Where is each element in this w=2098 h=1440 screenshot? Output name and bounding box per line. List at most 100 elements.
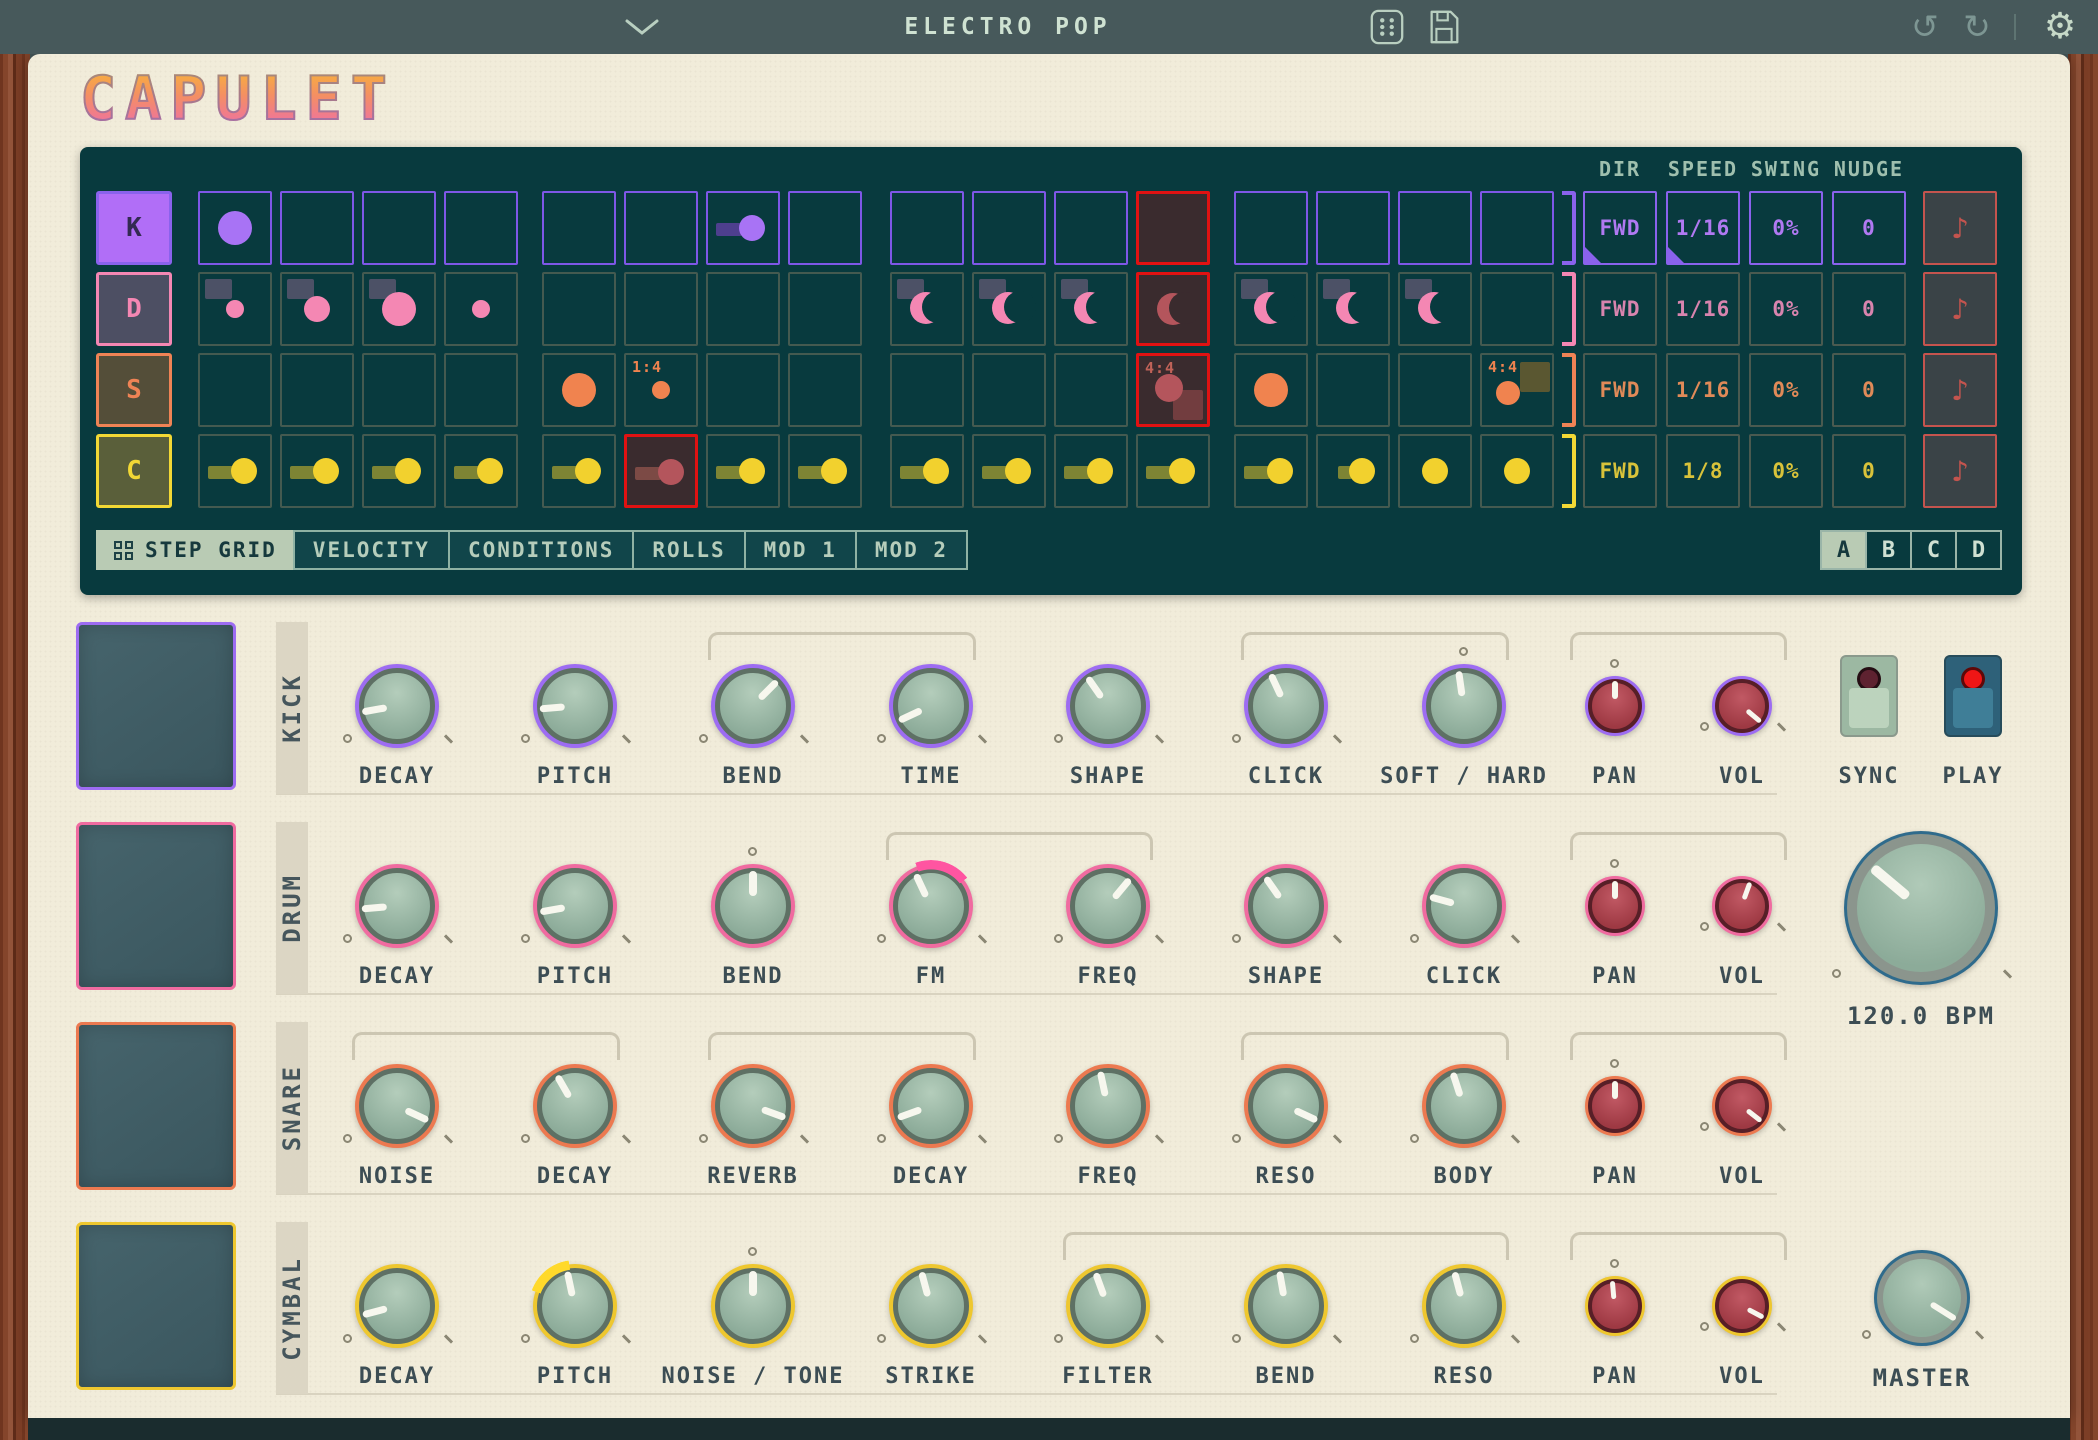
dir-button-C[interactable]: FWD: [1583, 434, 1657, 508]
pad-drum[interactable]: [76, 822, 236, 990]
knob-cymbal-6-reso[interactable]: [1422, 1264, 1506, 1348]
step-cell-K-3[interactable]: [362, 191, 436, 265]
step-cell-D-6[interactable]: [624, 272, 698, 346]
swing-button-K[interactable]: 0%: [1749, 191, 1823, 265]
step-cell-S-10[interactable]: [972, 353, 1046, 427]
step-cell-D-16[interactable]: [1480, 272, 1554, 346]
knob-snare-4-freq[interactable]: [1066, 1064, 1150, 1148]
step-cell-K-7[interactable]: [706, 191, 780, 265]
swing-button-D[interactable]: 0%: [1749, 272, 1823, 346]
settings-gear-icon[interactable]: ⚙: [2043, 6, 2077, 47]
knob-drum-6-click[interactable]: [1422, 864, 1506, 948]
pattern-button-D[interactable]: D: [1955, 530, 2002, 570]
step-cell-K-14[interactable]: [1316, 191, 1390, 265]
knob-drum-3-fm[interactable]: [885, 860, 977, 952]
swing-button-C[interactable]: 0%: [1749, 434, 1823, 508]
pattern-button-C[interactable]: C: [1910, 530, 1957, 570]
tab-velocity[interactable]: VELOCITY: [292, 530, 450, 570]
knob-kick-5-click[interactable]: [1244, 664, 1328, 748]
knob-snare-1-decay[interactable]: [533, 1064, 617, 1148]
step-cell-C-6[interactable]: [624, 434, 698, 508]
step-cell-K-16[interactable]: [1480, 191, 1554, 265]
step-cell-S-6[interactable]: 1:4: [624, 353, 698, 427]
step-cell-K-6[interactable]: [624, 191, 698, 265]
step-cell-S-7[interactable]: [706, 353, 780, 427]
step-cell-S-11[interactable]: [1054, 353, 1128, 427]
tab-mod-1[interactable]: MOD 1: [743, 530, 857, 570]
redo-icon[interactable]: ↻: [1963, 7, 1991, 46]
step-cell-K-2[interactable]: [280, 191, 354, 265]
knob-snare-2-reverb[interactable]: [711, 1064, 795, 1148]
step-cell-D-2[interactable]: [280, 272, 354, 346]
pattern-button-B[interactable]: B: [1865, 530, 1912, 570]
preset-title[interactable]: ELECTRO POP: [904, 14, 1112, 40]
step-cell-K-9[interactable]: [890, 191, 964, 265]
step-cell-D-5[interactable]: [542, 272, 616, 346]
step-cell-C-15[interactable]: [1398, 434, 1472, 508]
step-cell-C-14[interactable]: [1316, 434, 1390, 508]
step-cell-C-5[interactable]: [542, 434, 616, 508]
knob-kick-0-decay[interactable]: [355, 664, 439, 748]
step-cell-S-5[interactable]: [542, 353, 616, 427]
nudge-button-D[interactable]: 0: [1832, 272, 1906, 346]
step-cell-C-8[interactable]: [788, 434, 862, 508]
step-cell-C-10[interactable]: [972, 434, 1046, 508]
note-mode-button-D[interactable]: ♪: [1923, 272, 1997, 346]
step-cell-S-8[interactable]: [788, 353, 862, 427]
step-cell-C-11[interactable]: [1054, 434, 1128, 508]
step-cell-C-9[interactable]: [890, 434, 964, 508]
step-cell-D-14[interactable]: [1316, 272, 1390, 346]
step-cell-S-15[interactable]: [1398, 353, 1472, 427]
sync-button[interactable]: [1840, 655, 1898, 737]
step-cell-D-10[interactable]: [972, 272, 1046, 346]
step-cell-D-13[interactable]: [1234, 272, 1308, 346]
step-cell-S-14[interactable]: [1316, 353, 1390, 427]
knob-cymbal-3-strike[interactable]: [889, 1264, 973, 1348]
note-mode-button-S[interactable]: ♪: [1923, 353, 1997, 427]
step-cell-S-1[interactable]: [198, 353, 272, 427]
knob-drum-0-decay[interactable]: [355, 864, 439, 948]
knob-cymbal-1-pitch[interactable]: [529, 1260, 621, 1352]
step-cell-K-12[interactable]: [1136, 191, 1210, 265]
knob-kick-6-soft-hard[interactable]: [1422, 664, 1506, 748]
step-cell-S-13[interactable]: [1234, 353, 1308, 427]
pad-kick[interactable]: [76, 622, 236, 790]
play-button[interactable]: [1944, 655, 2002, 737]
knob-cymbal-4-filter[interactable]: [1066, 1264, 1150, 1348]
knob-snare-8-vol[interactable]: [1712, 1076, 1772, 1136]
knob-drum-7-pan[interactable]: [1585, 876, 1645, 936]
dir-button-K[interactable]: FWD: [1583, 191, 1657, 265]
step-cell-S-12[interactable]: 4:4: [1136, 353, 1210, 427]
knob-cymbal-7-pan[interactable]: [1585, 1276, 1645, 1336]
step-cell-D-7[interactable]: [706, 272, 780, 346]
tab-rolls[interactable]: ROLLS: [632, 530, 746, 570]
knob-cymbal-2-noise-tone[interactable]: [711, 1264, 795, 1348]
knob-snare-5-reso[interactable]: [1244, 1064, 1328, 1148]
track-label-K[interactable]: K: [96, 191, 172, 265]
step-cell-C-7[interactable]: [706, 434, 780, 508]
tab-conditions[interactable]: CONDITIONS: [447, 530, 635, 570]
step-cell-D-9[interactable]: [890, 272, 964, 346]
knob-drum-8-vol[interactable]: [1712, 876, 1772, 936]
note-mode-button-K[interactable]: ♪: [1923, 191, 1997, 265]
step-cell-D-8[interactable]: [788, 272, 862, 346]
dir-button-D[interactable]: FWD: [1583, 272, 1657, 346]
step-cell-D-1[interactable]: [198, 272, 272, 346]
dir-button-S[interactable]: FWD: [1583, 353, 1657, 427]
step-cell-K-11[interactable]: [1054, 191, 1128, 265]
step-cell-K-13[interactable]: [1234, 191, 1308, 265]
step-cell-K-4[interactable]: [444, 191, 518, 265]
knob-cymbal-8-vol[interactable]: [1712, 1276, 1772, 1336]
knob-kick-7-pan[interactable]: [1585, 676, 1645, 736]
knob-drum-1-pitch[interactable]: [533, 864, 617, 948]
step-cell-S-3[interactable]: [362, 353, 436, 427]
knob-drum-4-freq[interactable]: [1066, 864, 1150, 948]
speed-button-S[interactable]: 1/16: [1666, 353, 1740, 427]
knob-kick-2-bend[interactable]: [711, 664, 795, 748]
step-cell-D-4[interactable]: [444, 272, 518, 346]
preset-dropdown-chevron-icon[interactable]: [622, 0, 662, 54]
track-label-S[interactable]: S: [96, 353, 172, 427]
track-label-D[interactable]: D: [96, 272, 172, 346]
tab-step-grid[interactable]: STEP GRID: [96, 530, 295, 570]
knob-cymbal-0-decay[interactable]: [355, 1264, 439, 1348]
